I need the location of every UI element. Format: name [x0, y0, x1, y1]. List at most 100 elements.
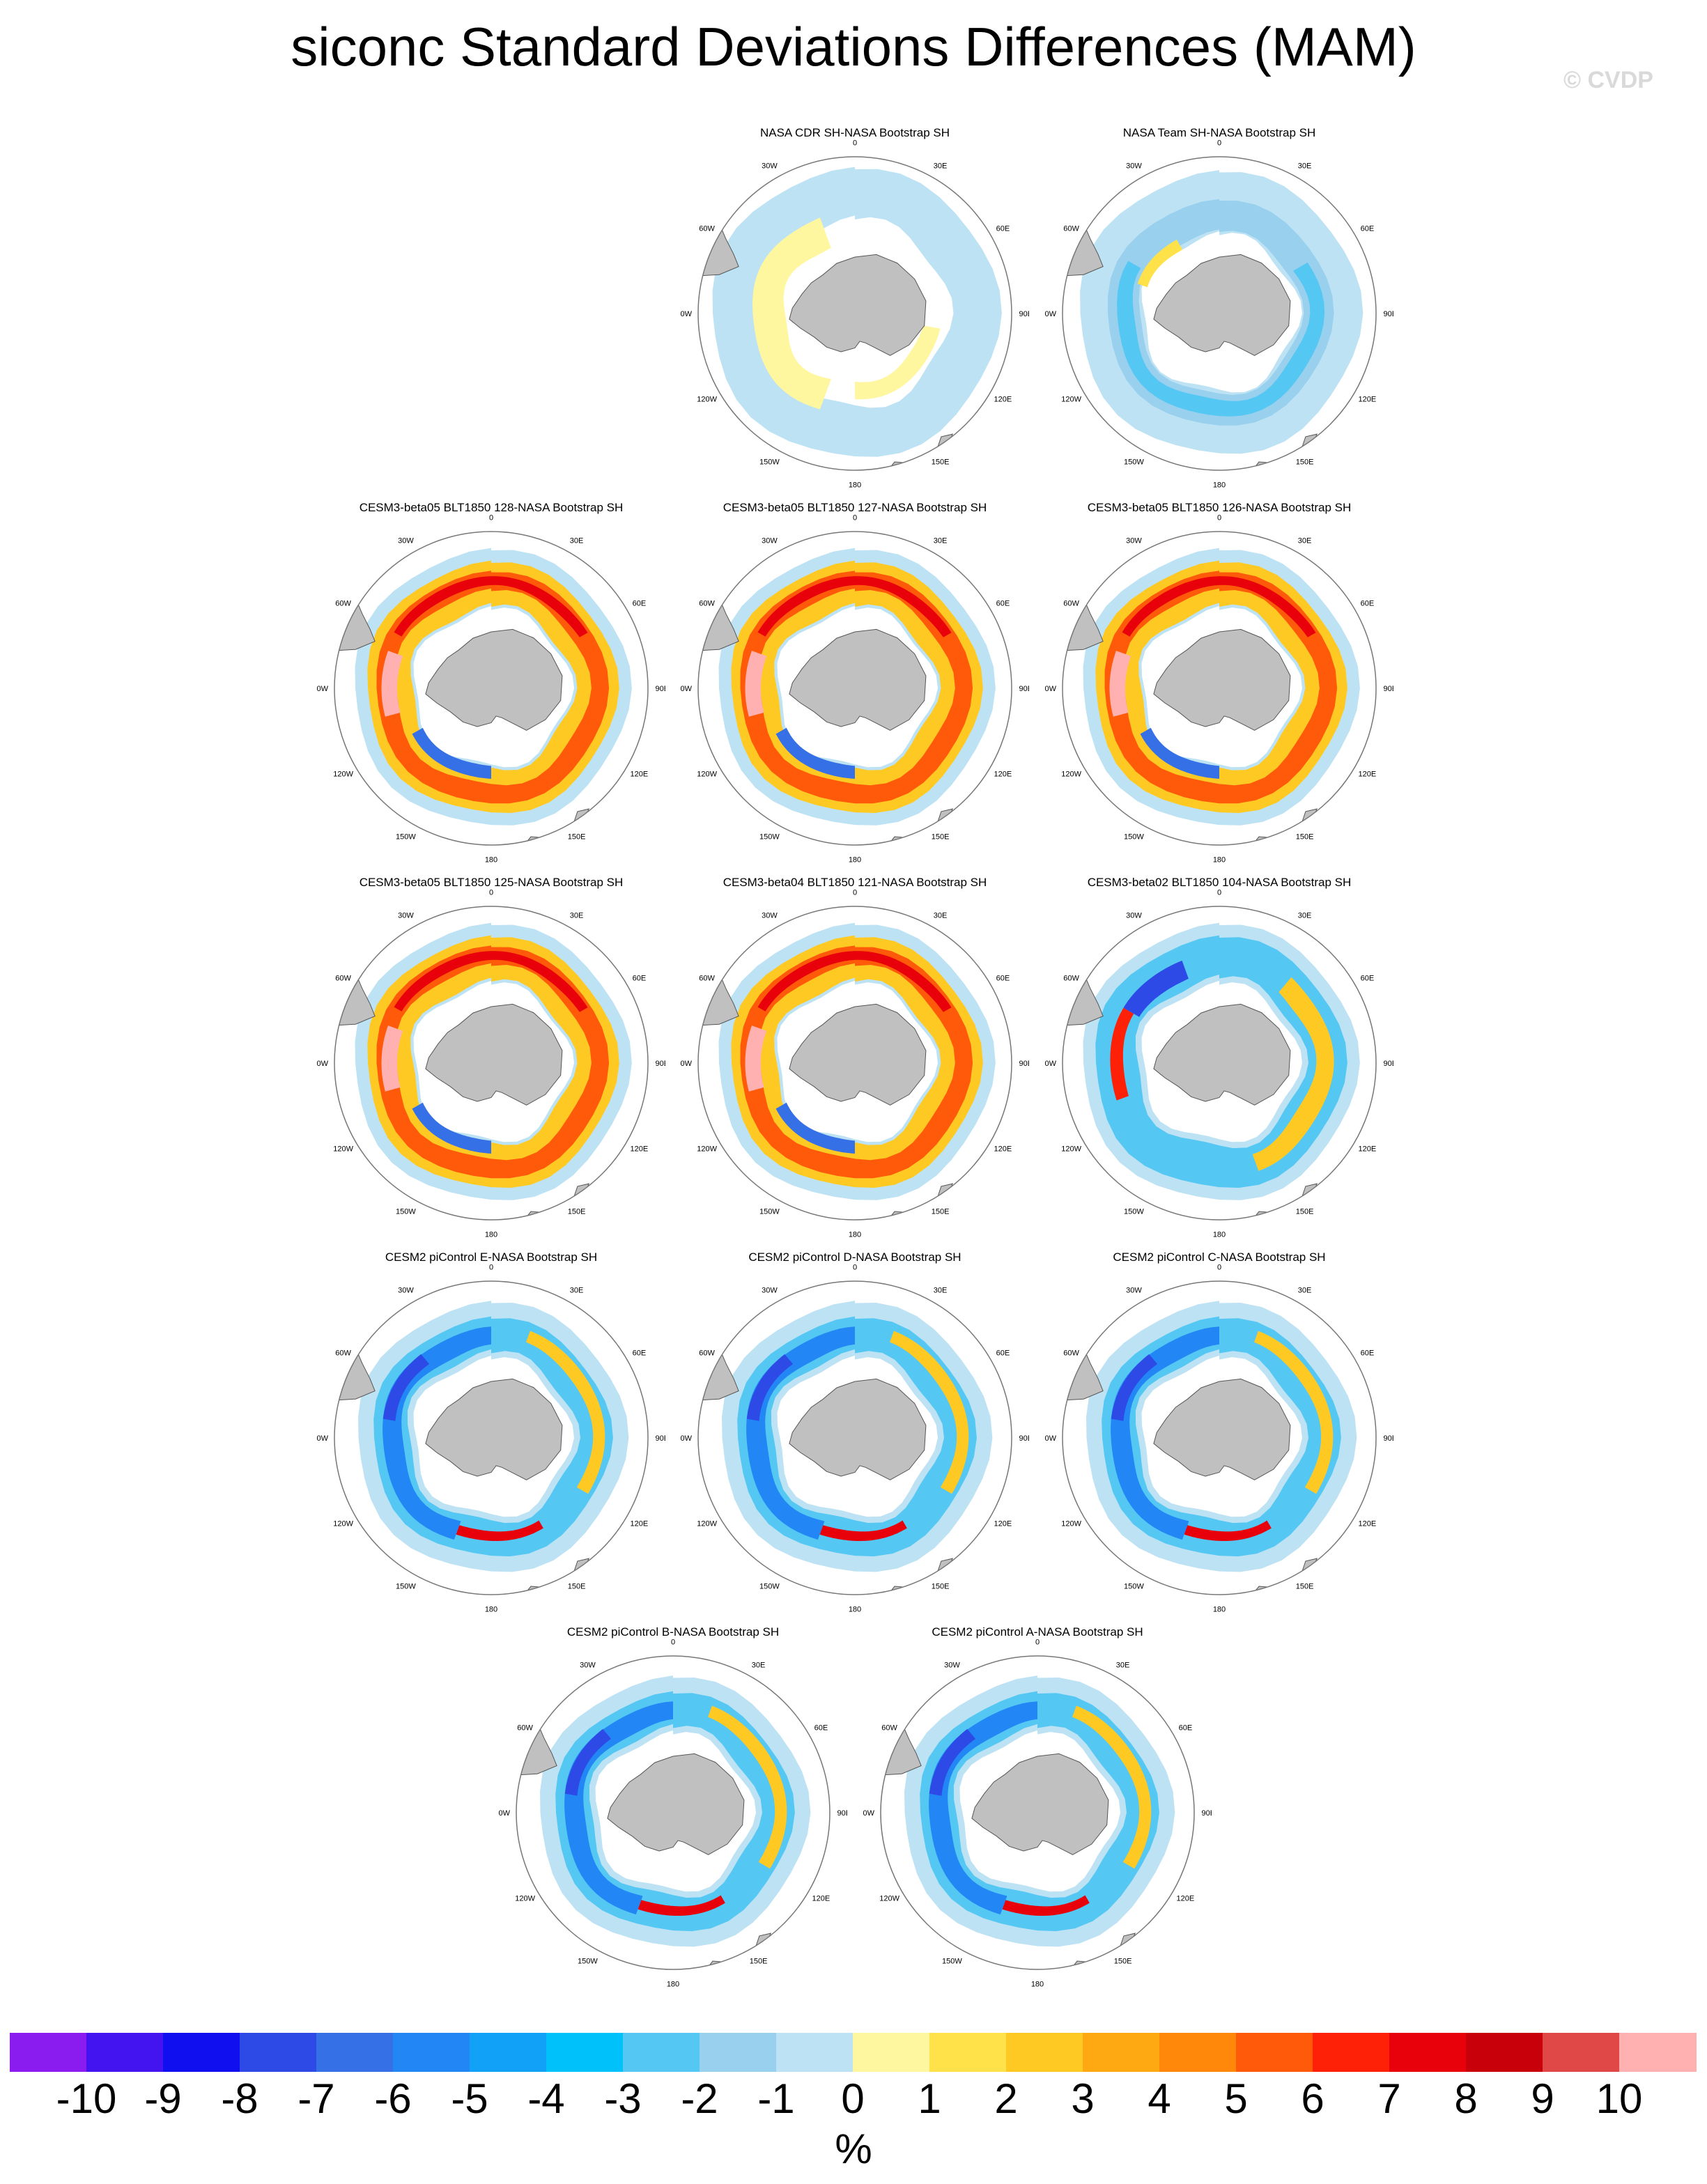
- siconc-field-region: [638, 1895, 725, 1916]
- siconc-field-region: [737, 1316, 977, 1557]
- longitude-label: 90W: [681, 310, 693, 318]
- longitude-label: 180: [849, 481, 861, 489]
- map-panel: CESM2 piControl C-NASA Bootstrap SH 0 30E 6…: [1045, 1250, 1393, 1626]
- longitude-label: 30E: [570, 912, 584, 920]
- colorbar-swatch: [1543, 2033, 1620, 2072]
- polar-map: 0 30E 60E 90E 120E 150E 180 150W 120W 90W 60W 30W: [499, 1639, 847, 1989]
- polar-map: 0 30E 60E 90E 120E 150E 180 150W 120W 90W 60W 30W: [681, 1264, 1029, 1614]
- longitude-label: 120W: [333, 770, 353, 779]
- longitude-label: 150E: [932, 1582, 950, 1590]
- new-zealand-landmass: [684, 1960, 723, 1969]
- map-panel: CESM3-beta05 BLT1850 126-NASA Bootstrap …: [1045, 500, 1393, 876]
- longitude-label: 120W: [697, 770, 717, 779]
- longitude-label: 60E: [1361, 1349, 1375, 1357]
- colorbar-tick-label: -5: [451, 2075, 488, 2122]
- siconc-field-region: [1140, 727, 1219, 779]
- longitude-label: 90W: [863, 1809, 875, 1818]
- colorbar-swatch: [1083, 2033, 1160, 2072]
- longitude-label: 120W: [1061, 396, 1081, 404]
- map-boundary: [334, 1280, 649, 1595]
- colorbar-swatch: [1389, 2033, 1467, 2072]
- new-zealand-landmass: [866, 461, 904, 470]
- longitude-label: 150W: [396, 832, 416, 841]
- map-panel-title: CESM3-beta05 BLT1850 125-NASA Bootstrap …: [359, 876, 624, 889]
- longitude-label: 150E: [932, 832, 950, 841]
- siconc-field-region: [456, 1520, 543, 1541]
- siconc-field-region: [412, 1102, 491, 1154]
- cvdp-credit: © CVDP: [1563, 67, 1653, 93]
- colorbar-tick-label: -9: [144, 2075, 182, 2122]
- longitude-label: 150W: [578, 1957, 598, 1965]
- map-panel: CESM2 piControl E-NASA Bootstrap SH 0 30E 6…: [317, 1250, 665, 1626]
- colorbar-tick-label: 4: [1148, 2075, 1171, 2122]
- new-zealand-landmass: [1230, 1211, 1269, 1220]
- longitude-label: 30E: [570, 1287, 584, 1295]
- longitude-label: 150W: [759, 1207, 780, 1216]
- map-panel: CESM3-beta05 BLT1850 127-NASA Bootstrap …: [681, 500, 1029, 876]
- longitude-label: 30E: [1298, 1287, 1312, 1295]
- map-panel: CESM2 piControl B-NASA Bootstrap SH 0 30E 6…: [499, 1625, 847, 2001]
- longitude-label: 150E: [932, 458, 950, 466]
- siconc-field-region: [412, 727, 491, 779]
- longitude-label: 180: [1031, 1980, 1044, 1988]
- longitude-label: 180: [849, 1605, 861, 1613]
- colorbar-swatch: [1619, 2033, 1697, 2072]
- map-panel: CESM3-beta02 BLT1850 104-NASA Bootstrap …: [1045, 875, 1393, 1251]
- polar-map: 0 30E 60E 90E 120E 150E 180 150W 120W 90W 60W 30W: [863, 1639, 1212, 1989]
- longitude-label: 30W: [580, 1662, 596, 1670]
- longitude-label: 60E: [633, 974, 647, 982]
- siconc-field-region: [1110, 1007, 1134, 1101]
- map-boundary: [697, 156, 1012, 471]
- siconc-field-region: [757, 951, 952, 1012]
- longitude-label: 30W: [762, 162, 778, 171]
- colorbar-swatch: [1006, 2033, 1083, 2072]
- siconc-field-region: [745, 651, 767, 717]
- longitude-label: 150W: [1124, 458, 1144, 466]
- map-panel: CESM3-beta05 BLT1850 125-NASA Bootstrap …: [317, 875, 665, 1251]
- longitude-label: 150W: [1124, 1582, 1144, 1590]
- longitude-label: 60W: [699, 1349, 715, 1357]
- longitude-label: 120E: [1359, 1520, 1377, 1528]
- longitude-label: 150E: [1114, 1957, 1132, 1965]
- longitude-label: 0: [489, 514, 493, 522]
- antarctica-landmass: [1153, 1003, 1291, 1106]
- siconc-field-region: [920, 1691, 1159, 1932]
- longitude-label: 60W: [1063, 224, 1079, 233]
- longitude-label: 180: [1213, 1605, 1226, 1613]
- longitude-label: 30E: [570, 537, 584, 545]
- map-panel: NASA Team SH-NASA Bootstrap SH0 30E 60E 90E…: [1045, 125, 1393, 502]
- longitude-label: 120W: [879, 1895, 899, 1903]
- new-zealand-landmass: [502, 1586, 541, 1595]
- longitude-label: 150E: [568, 832, 586, 841]
- antarctica-landmass: [789, 254, 927, 356]
- new-zealand-landmass: [502, 836, 541, 845]
- colorbar-tick-label: -2: [681, 2075, 718, 2122]
- colorbar-swatch: [10, 2033, 87, 2072]
- colorbar-swatch: [1236, 2033, 1313, 2072]
- longitude-label: 180: [849, 855, 861, 864]
- map-panel-title: CESM2 piControl A-NASA Bootstrap SH: [932, 1625, 1143, 1639]
- antarctica-landmass: [425, 628, 563, 731]
- longitude-label: 30W: [1126, 162, 1142, 171]
- new-zealand-landmass: [1049, 1960, 1087, 1969]
- longitude-label: 150E: [1296, 1582, 1314, 1590]
- siconc-field-region: [1111, 1354, 1158, 1421]
- siconc-field-region: [381, 651, 403, 717]
- map-panel-title: CESM2 piControl D-NASA Bootstrap SH: [748, 1250, 961, 1264]
- colorbar-tick-label: 2: [994, 2075, 1018, 2122]
- longitude-label: 60W: [881, 1724, 897, 1732]
- longitude-label: 90E: [1019, 685, 1029, 693]
- longitude-label: 60E: [1361, 599, 1375, 607]
- longitude-label: 90E: [1384, 685, 1393, 693]
- siconc-field-region: [757, 576, 952, 637]
- colorbar-tick-label: -8: [221, 2075, 258, 2122]
- longitude-label: 90E: [1384, 310, 1393, 318]
- siconc-field-region: [373, 1316, 613, 1557]
- siconc-field-region: [855, 325, 941, 400]
- map-boundary: [1062, 531, 1377, 846]
- longitude-label: 90W: [499, 1809, 511, 1818]
- colorbar-tick-label: -6: [374, 2075, 412, 2122]
- longitude-label: 30W: [762, 912, 778, 920]
- longitude-label: 120E: [631, 770, 649, 779]
- polar-map: 0 30E 60E 90E 120E 150E 180 150W 120W 90W 60W 30W: [317, 514, 665, 865]
